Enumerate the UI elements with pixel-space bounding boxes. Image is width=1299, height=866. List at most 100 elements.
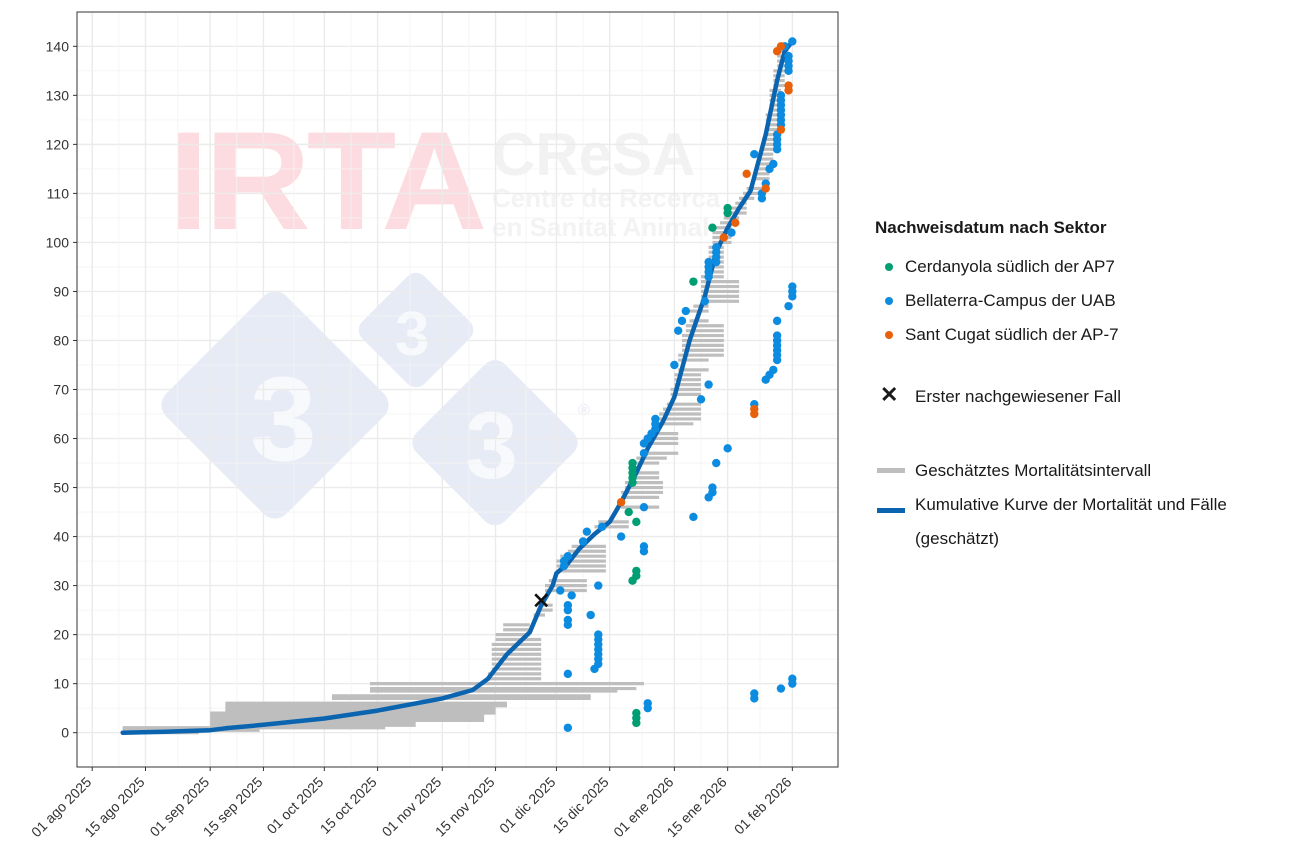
legend-dot-santcugat (885, 331, 893, 339)
y-tick-label: 70 (53, 382, 69, 398)
point-bellaterra-campus-der-uab (704, 380, 713, 389)
point-bellaterra-campus-der-uab (616, 532, 626, 541)
badge-number-2: 3 (395, 300, 429, 369)
point-bellaterra-campus-der-uab (788, 282, 797, 291)
point-bellaterra-campus-der-uab (594, 630, 603, 639)
point-bellaterra-campus-der-uab (673, 326, 683, 335)
first-case-marker (534, 593, 549, 608)
point-bellaterra-campus-der-uab (788, 37, 797, 46)
point-bellaterra-campus-der-uab (712, 458, 721, 468)
legend-label-santcugat: Sant Cugat südlich der AP-7 (905, 325, 1119, 344)
x-tick-label: 15 dic 2025 (549, 774, 612, 837)
case-points (556, 37, 797, 732)
y-tick-label: 120 (46, 136, 70, 152)
point-cerdanyola-s-dlich-der-ap7 (628, 458, 637, 468)
point-cerdanyola-s-dlich-der-ap7 (708, 223, 717, 232)
y-tick-label: 140 (46, 38, 70, 54)
point-cerdanyola-s-dlich-der-ap7 (632, 566, 641, 576)
cresa-logo-line2: en Sanitat Animal (492, 212, 710, 242)
legend: Nachweisdatum nach Sektor Cerdanyola süd… (875, 218, 1295, 556)
y-tick-label: 110 (47, 185, 70, 201)
point-bellaterra-campus-der-uab (556, 586, 565, 595)
legend-label-bellaterra: Bellaterra-Campus der UAB (905, 291, 1116, 310)
point-bellaterra-campus-der-uab (563, 615, 573, 625)
x-tick-label: 15 oct 2025 (317, 774, 380, 837)
point-bellaterra-campus-der-uab (712, 243, 721, 252)
legend-curve-label-1: Kumulative Kurve der Mortalität und Fäll… (915, 495, 1227, 514)
y-axis: 0 10 20 30 40 50 60 70 80 90 100 110 120 130 140 (46, 38, 77, 741)
legend-dot-bellaterra (885, 297, 893, 305)
legend-first-case: ✕ Erster nachgewiesener Fall (875, 380, 1295, 414)
cresa-logo-line1: Centre de Recerca (492, 183, 721, 213)
legend-item-cerdanyola: Cerdanyola südlich der AP7 (875, 250, 1295, 284)
grid-lines (77, 12, 838, 767)
legend-label-cerdanyola: Cerdanyola südlich der AP7 (905, 257, 1115, 276)
point-bellaterra-campus-der-uab (769, 365, 778, 375)
point-bellaterra-campus-der-uab (704, 257, 713, 267)
y-tick-label: 100 (46, 234, 70, 250)
point-bellaterra-campus-der-uab (727, 228, 736, 237)
point-sant-cugat-s-dlich-der-ap-7 (750, 404, 759, 414)
y-tick-label: 130 (46, 87, 70, 103)
point-bellaterra-campus-der-uab (681, 306, 690, 316)
point-bellaterra-campus-der-uab (772, 331, 782, 340)
point-sant-cugat-s-dlich-der-ap-7 (719, 233, 729, 242)
point-bellaterra-campus-der-uab (670, 360, 679, 370)
point-bellaterra-campus-der-uab (639, 449, 649, 458)
point-sant-cugat-s-dlich-der-ap-7 (761, 184, 770, 193)
point-cerdanyola-s-dlich-der-ap7 (632, 517, 641, 527)
point-bellaterra-campus-der-uab (582, 527, 592, 536)
point-bellaterra-campus-der-uab (769, 159, 778, 169)
curve-line-icon (877, 508, 905, 513)
point-bellaterra-campus-der-uab (563, 723, 573, 732)
y-tick-label: 90 (53, 283, 69, 299)
point-cerdanyola-s-dlich-der-ap7 (632, 708, 641, 718)
point-bellaterra-campus-der-uab (597, 522, 607, 531)
legend-item-bellaterra: Bellaterra-Campus der UAB (875, 284, 1295, 318)
irta-logo-text: IRTA (168, 102, 487, 259)
point-bellaterra-campus-der-uab (750, 689, 759, 698)
x-tick-label: 01 feb 2026 (731, 774, 795, 838)
point-bellaterra-campus-der-uab (594, 581, 603, 590)
point-sant-cugat-s-dlich-der-ap-7 (616, 498, 626, 507)
y-tick-label: 50 (53, 480, 69, 496)
y-tick-label: 60 (53, 431, 69, 447)
point-bellaterra-campus-der-uab (750, 149, 759, 159)
point-bellaterra-campus-der-uab (563, 669, 573, 679)
point-bellaterra-campus-der-uab (643, 699, 652, 708)
legend-first-case-label: Erster nachgewiesener Fall (915, 387, 1121, 406)
point-bellaterra-campus-der-uab (700, 297, 710, 306)
point-bellaterra-campus-der-uab (772, 316, 782, 326)
point-bellaterra-campus-der-uab (639, 542, 649, 551)
y-tick-label: 10 (53, 676, 69, 692)
y-tick-label: 30 (53, 578, 69, 594)
legend-item-santcugat: Sant Cugat südlich der AP-7 (875, 318, 1295, 352)
first-case-x-stroke (534, 593, 549, 608)
point-bellaterra-campus-der-uab (639, 502, 649, 512)
point-bellaterra-campus-der-uab (563, 601, 573, 610)
point-bellaterra-campus-der-uab (578, 537, 588, 546)
point-bellaterra-campus-der-uab (776, 91, 786, 100)
point-sant-cugat-s-dlich-der-ap-7 (776, 125, 786, 134)
point-sant-cugat-s-dlich-der-ap-7 (742, 169, 751, 178)
point-cerdanyola-s-dlich-der-ap7 (689, 277, 698, 286)
point-bellaterra-campus-der-uab (788, 674, 797, 683)
badge-number-3: 3 (465, 393, 518, 499)
registered-mark: ® (578, 402, 590, 419)
point-bellaterra-campus-der-uab (677, 316, 687, 326)
legend-interval-label: Geschätztes Mortalitätsintervall (915, 461, 1152, 480)
y-tick-label: 0 (61, 725, 69, 741)
point-bellaterra-campus-der-uab (784, 51, 793, 61)
legend-title: Nachweisdatum nach Sektor (875, 218, 1107, 237)
interval-line-icon (877, 468, 905, 473)
point-bellaterra-campus-der-uab (651, 414, 660, 424)
point-bellaterra-campus-der-uab (567, 591, 576, 600)
legend-curve: Kumulative Kurve der Mortalität und Fäll… (875, 488, 1295, 556)
point-cerdanyola-s-dlich-der-ap7 (624, 507, 633, 517)
point-sant-cugat-s-dlich-der-ap-7 (731, 218, 740, 228)
point-bellaterra-campus-der-uab (696, 395, 706, 404)
legend-dot-cerdanyola (885, 263, 893, 271)
x-mark-icon: ✕ (880, 382, 899, 407)
